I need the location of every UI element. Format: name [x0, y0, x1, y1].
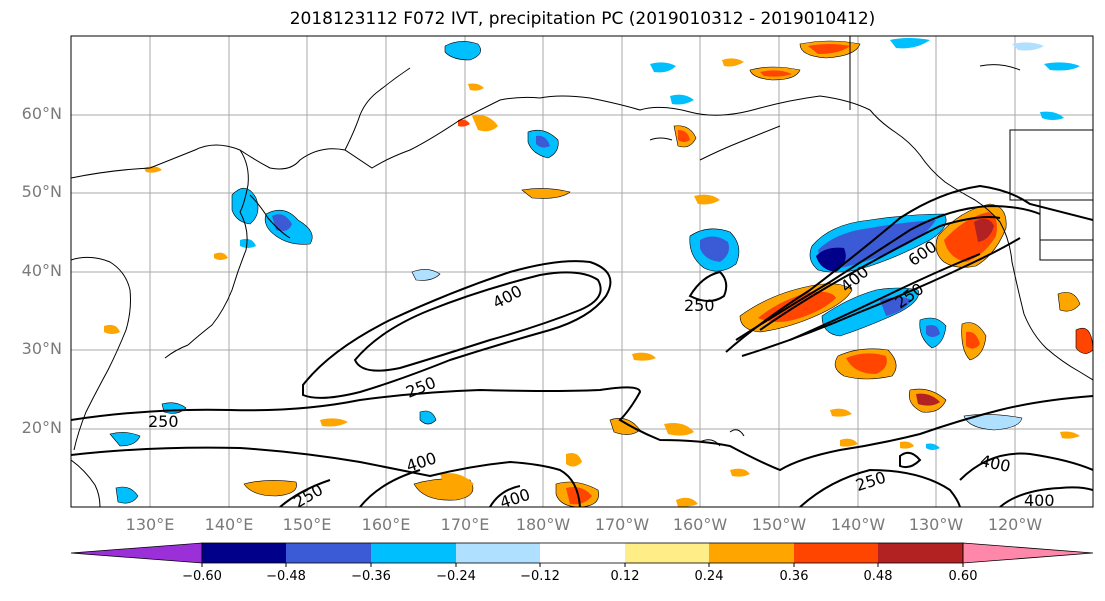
colorbar-tick-label: −0.24 [436, 569, 476, 584]
colorbar-tick-label: 0.48 [863, 569, 893, 584]
map-frame [70, 35, 1094, 508]
lon-label: 140°E [204, 515, 254, 534]
lon-label: 160°W [672, 515, 728, 534]
lat-label-40n: 40°N [21, 261, 62, 280]
contour-label: 250 [684, 296, 715, 315]
ivt-contours [71, 184, 1093, 507]
colorbar-tick-label: 0.36 [779, 569, 809, 584]
colorbar-tick-label: −0.60 [182, 569, 222, 584]
colorbar-tick-label: −0.36 [351, 569, 391, 584]
lon-label: 120°W [987, 515, 1043, 534]
precip-shading [104, 38, 1093, 507]
lon-label: 180°W [515, 515, 571, 534]
lon-label: 130°W [908, 515, 964, 534]
colorbar-tick-label: 0.24 [694, 569, 724, 584]
colorbar-min-extension [70, 542, 203, 564]
lon-label: 130°E [125, 515, 175, 534]
colorbar-tick-label: −0.12 [520, 569, 560, 584]
lon-label: 170°W [594, 515, 650, 534]
graticule [71, 36, 1093, 507]
lon-label: 170°E [440, 515, 490, 534]
lon-label: 150°E [282, 515, 332, 534]
contour-label: 400 [1024, 491, 1055, 510]
lat-label-20n: 20°N [21, 418, 62, 437]
lat-label-30n: 30°N [21, 339, 62, 358]
map-title: 2018123112 F072 IVT, precipitation PC (2… [289, 9, 876, 29]
colorbar-tick-label: −0.48 [266, 569, 306, 584]
lon-label: 150°W [751, 515, 807, 534]
lon-label: 140°W [830, 515, 886, 534]
lat-label-60n: 60°N [21, 104, 62, 123]
lat-label-50n: 50°N [21, 182, 62, 201]
colorbar-tick-label: 0.12 [610, 569, 640, 584]
coastlines [71, 36, 1093, 507]
colorbar-tick-label: 0.60 [948, 569, 978, 584]
contour-label: 250 [148, 412, 179, 431]
colorbar-max-extension [962, 542, 1094, 564]
lon-label: 160°E [361, 515, 411, 534]
colorbar [70, 542, 1094, 567]
